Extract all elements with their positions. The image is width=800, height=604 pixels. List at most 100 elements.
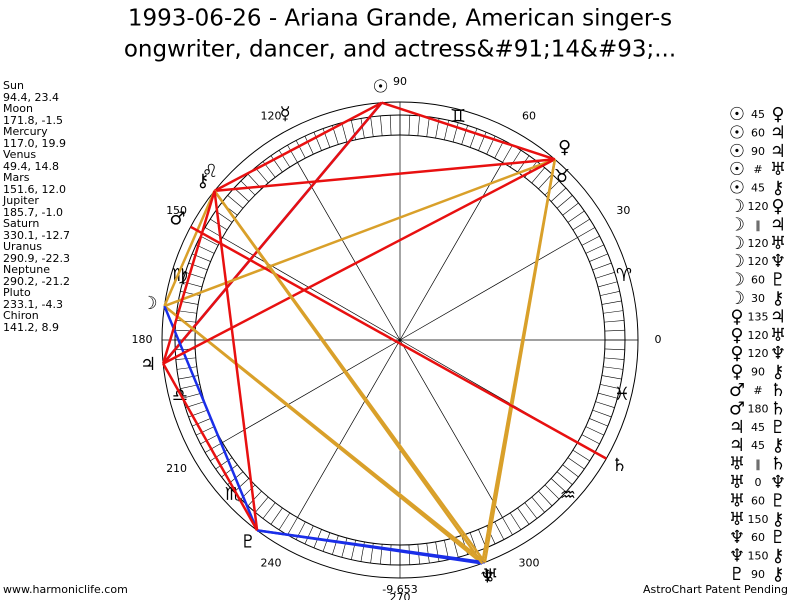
- aspect-from: ♅: [729, 472, 745, 493]
- aspect-angle: 90: [751, 366, 765, 379]
- aspect-angle: 60: [751, 531, 765, 544]
- aspect-angle: ‖: [755, 218, 761, 231]
- ring-tick: [595, 401, 615, 408]
- ring-tick: [380, 115, 383, 136]
- planet-glyph: ♃: [140, 354, 156, 375]
- ring-tick: [195, 426, 215, 436]
- footer-right: AstroChart Patent Pending: [643, 583, 788, 596]
- aspect-to: ♅: [770, 159, 786, 180]
- sign-glyph: ♌: [202, 161, 218, 182]
- planet-glyph: ♇: [240, 531, 256, 552]
- aspect-to: ♃: [770, 214, 786, 235]
- ring-tick: [603, 366, 624, 370]
- ring-tick: [524, 502, 538, 519]
- ring-tick: [577, 227, 596, 238]
- aspect-line: [163, 305, 483, 565]
- ring-tick: [341, 122, 348, 143]
- planet-glyph: ☽: [142, 293, 158, 314]
- ring-tick: [227, 195, 244, 209]
- sign-glyph: ♏: [225, 484, 241, 505]
- aspect-angle: 150: [748, 513, 769, 526]
- planet-position: 330.1, -12.7: [3, 229, 70, 242]
- ring-tick: [435, 541, 440, 562]
- aspect-line: [256, 529, 483, 565]
- aspect-line: [381, 101, 556, 161]
- ring-tick: [175, 320, 196, 323]
- ring-tick: [233, 478, 250, 493]
- aspect-to: ♃: [770, 306, 786, 327]
- aspect-to: ♄: [770, 454, 786, 475]
- aspect-to: ♀: [771, 104, 784, 125]
- aspect-to: ♄: [770, 380, 786, 401]
- ring-tick: [426, 116, 430, 137]
- ring-tick: [585, 426, 605, 436]
- ring-tick: [417, 115, 420, 136]
- ring-tick: [531, 167, 545, 184]
- aspect-to: ♆: [770, 472, 786, 493]
- ring-tick: [581, 235, 600, 246]
- ring-tick: [304, 135, 314, 155]
- ring-tick: [592, 262, 612, 271]
- ring-tick: [182, 281, 203, 288]
- planet-position: 233.1, -4.3: [3, 298, 63, 311]
- planet-glyph: ♆: [479, 566, 495, 587]
- ring-tick: [604, 357, 625, 360]
- ring-tick: [469, 128, 478, 148]
- aspect-angle: 90: [751, 145, 765, 158]
- ring-tick: [567, 210, 585, 223]
- aspect-to: ♇: [770, 490, 786, 511]
- aspect-angle: 0: [755, 476, 762, 489]
- aspect-line: [214, 158, 555, 193]
- aspect-from: ♅: [729, 454, 745, 475]
- planet-glyph: ☉: [373, 77, 389, 98]
- degree-label: 30: [616, 204, 630, 217]
- title-line: 1993-06-26 - Ariana Grande, American sin…: [128, 6, 672, 32]
- planet-glyph: ♀: [558, 137, 571, 158]
- aspect-to: ♇: [770, 270, 786, 291]
- aspect-line: [213, 190, 259, 531]
- spoke: [222, 237, 401, 341]
- planet-position: 117.0, 19.9: [3, 137, 66, 150]
- aspect-angle: 60: [751, 126, 765, 139]
- aspect-to: ⚷: [771, 509, 784, 530]
- planet-position: 151.6, 12.0: [3, 183, 66, 196]
- aspect-angle: 30: [751, 292, 765, 305]
- planet-glyph: ♂: [169, 209, 185, 230]
- ring-tick: [370, 116, 374, 137]
- aspect-angle: 45: [751, 439, 765, 452]
- aspect-to: ♇: [770, 527, 786, 548]
- ring-tick: [531, 496, 545, 513]
- ring-tick: [509, 512, 522, 530]
- aspect-from: ♂: [729, 380, 745, 401]
- ring-tick: [408, 544, 411, 565]
- aspect-from: ☽: [729, 270, 745, 291]
- sign-glyph: ♉: [554, 166, 570, 187]
- aspect-angle: 135: [748, 310, 769, 323]
- aspect-from: ☽: [729, 288, 745, 309]
- planet-name: Sun: [3, 79, 24, 92]
- aspect-to: ♆: [770, 251, 786, 272]
- ring-tick: [255, 496, 269, 513]
- aspect-angle: 120: [748, 255, 769, 268]
- aspect-line: [163, 305, 259, 531]
- spoke: [399, 162, 503, 341]
- planet-name: Neptune: [3, 263, 50, 276]
- ring-tick: [585, 244, 605, 254]
- ring-tick: [287, 144, 298, 163]
- ring-tick: [360, 118, 365, 139]
- ring-tick: [255, 167, 269, 184]
- aspect-to: ♃: [770, 141, 786, 162]
- aspect-from: ♀: [730, 343, 743, 364]
- ring-tick: [200, 434, 219, 445]
- aspect-from: ♅: [729, 509, 745, 530]
- aspect-to: ♇: [770, 417, 786, 438]
- degree-label: 60: [522, 110, 536, 123]
- spoke: [399, 339, 503, 518]
- ring-tick: [604, 329, 625, 332]
- aspect-to: ♃: [770, 122, 786, 143]
- aspect-angle: 45: [751, 108, 765, 121]
- planet-name: Venus: [3, 148, 36, 161]
- ring-tick: [550, 478, 567, 493]
- aspect-to: ♆: [770, 343, 786, 364]
- ring-tick: [544, 180, 560, 196]
